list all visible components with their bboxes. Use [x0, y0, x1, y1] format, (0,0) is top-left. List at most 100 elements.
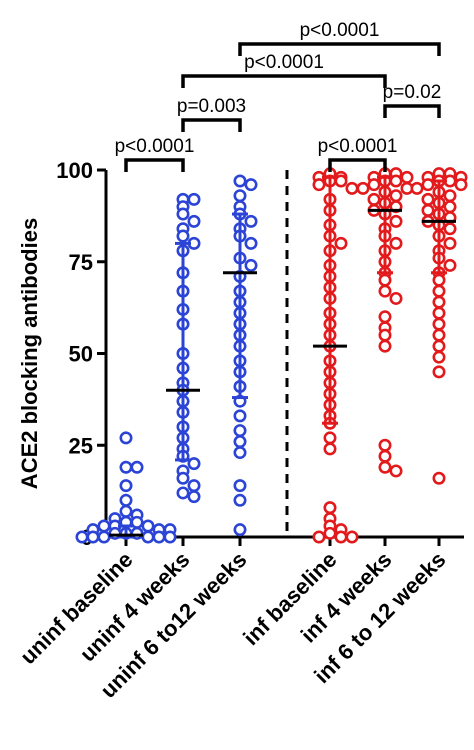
data-point: [119, 479, 133, 493]
data-point: [312, 530, 326, 544]
p-value-label: p<0.0001: [318, 136, 398, 157]
data-point: [389, 174, 403, 188]
p-value-label: p=0.003: [177, 96, 246, 117]
data-point: [323, 431, 337, 445]
bracket-line: [238, 42, 441, 56]
significance-bracket: p<0.0001: [181, 52, 387, 88]
data-point: [244, 214, 258, 228]
data-point: [443, 258, 457, 272]
group-5: [410, 167, 468, 485]
data-point: [378, 310, 392, 324]
data-point: [152, 530, 166, 544]
data-point: [443, 222, 457, 236]
data-point: [389, 291, 403, 305]
data-point: [378, 328, 392, 342]
data-point: [356, 181, 370, 195]
data-point: [176, 207, 190, 221]
data-point: [97, 530, 111, 544]
data-point: [323, 526, 337, 540]
data-point: [233, 435, 247, 449]
data-point: [75, 530, 89, 544]
data-point: [141, 519, 155, 533]
data-point: [378, 449, 392, 463]
data-point: [334, 236, 348, 250]
data-point: [187, 192, 201, 206]
data-point: [432, 328, 446, 342]
p-value-label: p=0.02: [383, 82, 442, 103]
data-point: [389, 189, 403, 203]
group-2: [223, 174, 258, 537]
data-point: [378, 460, 392, 474]
data-point: [432, 317, 446, 331]
data-point: [389, 214, 403, 228]
significance-bracket: p=0.02: [383, 82, 442, 118]
data-point: [367, 192, 381, 206]
significance-bracket: p<0.0001: [115, 136, 195, 172]
data-point: [378, 273, 392, 287]
data-point: [345, 181, 359, 195]
data-point: [176, 471, 190, 485]
data-point: [176, 486, 190, 500]
data-point: [432, 284, 446, 298]
group-4: [356, 167, 414, 478]
data-point: [233, 174, 247, 188]
p-value-label: p<0.0001: [115, 136, 195, 157]
data-point: [141, 530, 155, 544]
y-axis-title: ACE2 blocking antibodies: [17, 218, 42, 489]
data-point: [454, 178, 468, 192]
significance-bracket: p<0.0001: [318, 136, 398, 172]
bracket-line: [181, 118, 242, 132]
data-point: [432, 365, 446, 379]
data-point: [389, 236, 403, 250]
data-point: [119, 431, 133, 445]
data-point: [400, 170, 414, 184]
y-tick-label: 25: [69, 433, 93, 458]
y-tick-label: 75: [69, 250, 93, 275]
data-point: [410, 181, 424, 195]
data-point: [233, 409, 247, 423]
data-point: [432, 339, 446, 353]
data-point: [421, 178, 435, 192]
data-point: [323, 442, 337, 456]
data-point: [421, 203, 435, 217]
data-point: [130, 460, 144, 474]
bracket-line: [383, 104, 441, 118]
p-value-label: p<0.0001: [300, 20, 380, 41]
data-point: [421, 192, 435, 206]
data-point: [323, 501, 337, 515]
data-point: [163, 530, 177, 544]
data-point: [367, 178, 381, 192]
data-point: [233, 523, 247, 537]
bracket-line: [124, 158, 185, 172]
bracket-line: [181, 74, 387, 88]
data-point: [233, 446, 247, 460]
data-point: [244, 236, 258, 250]
group-0: [75, 431, 177, 544]
data-point: [97, 519, 111, 533]
data-point: [187, 479, 201, 493]
data-point: [244, 178, 258, 192]
data-point: [119, 493, 133, 507]
data-point: [334, 530, 348, 544]
data-point: [345, 530, 359, 544]
data-point: [443, 236, 457, 250]
significance-bracket: p<0.0001: [238, 20, 441, 56]
data-point: [187, 214, 201, 228]
data-point: [378, 438, 392, 452]
data-point: [312, 178, 326, 192]
data-point: [378, 284, 392, 298]
data-point: [432, 350, 446, 364]
group-3: [312, 167, 359, 544]
y-tick-label: 100: [56, 158, 93, 183]
data-point: [378, 339, 392, 353]
data-point: [443, 189, 457, 203]
data-point: [432, 471, 446, 485]
data-point: [432, 273, 446, 287]
data-point: [233, 479, 247, 493]
y-tick-label: 50: [69, 342, 93, 367]
group-1: [166, 192, 201, 504]
data-point: [233, 189, 247, 203]
data-point: [244, 258, 258, 272]
data-point: [187, 457, 201, 471]
